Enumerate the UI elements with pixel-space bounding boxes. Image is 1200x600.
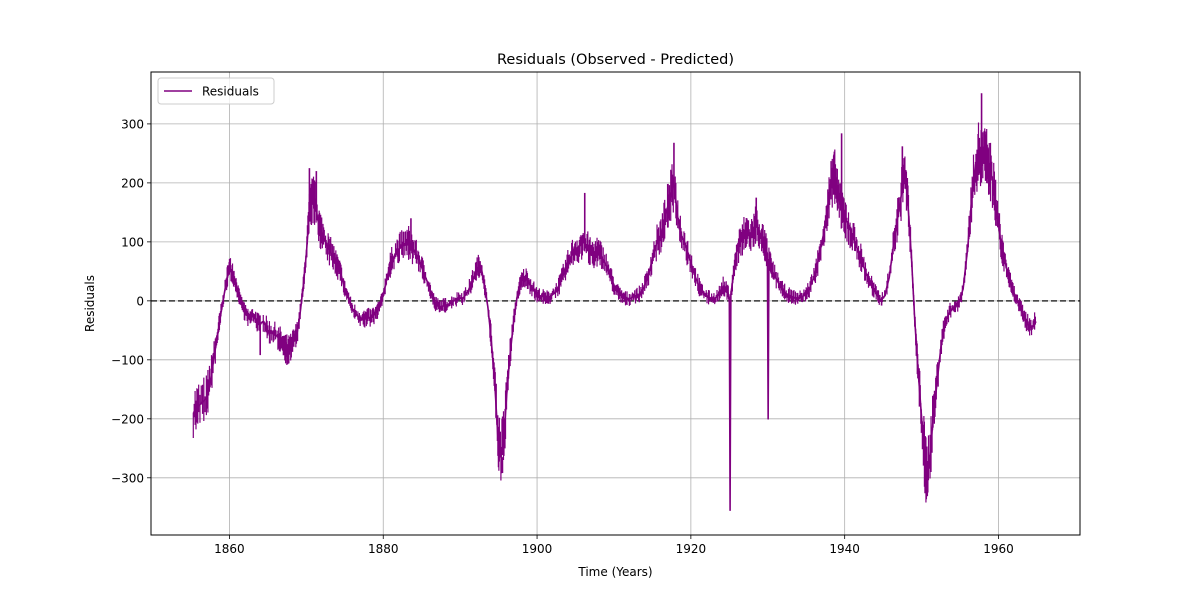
series-noise-residuals [192,122,1036,503]
plot-frame [150,71,1081,536]
y-tick-label: −200 [111,412,144,426]
y-axis-label: Residuals [83,275,97,332]
x-tick-label: 1860 [214,542,245,556]
y-tick-label: −100 [111,353,144,367]
x-tick-label: 1920 [676,542,707,556]
y-tick-label: 200 [121,176,144,190]
x-axis-label: Time (Years) [577,565,652,579]
x-tick-label: 1940 [829,542,860,556]
series-lines [192,93,1037,512]
y-tick-label: 0 [136,294,144,308]
legend-entry-residuals: Residuals [202,85,259,99]
legend-box [157,77,275,105]
x-tick-label: 1960 [983,542,1014,556]
chart-title: Residuals (Observed - Predicted) [497,52,734,68]
x-tick-label: 1880 [368,542,399,556]
y-tick-label: 300 [121,117,144,131]
x-axis-ticks: 1860 1880 1900 1920 1940 1960 [214,535,1014,556]
y-axis-ticks: −300 −200 −100 0 100 200 300 [111,117,151,485]
x-tick-label: 1900 [522,542,553,556]
y-tick-label: −300 [111,471,144,485]
legend: Residuals [157,77,275,105]
y-tick-label: 100 [121,235,144,249]
